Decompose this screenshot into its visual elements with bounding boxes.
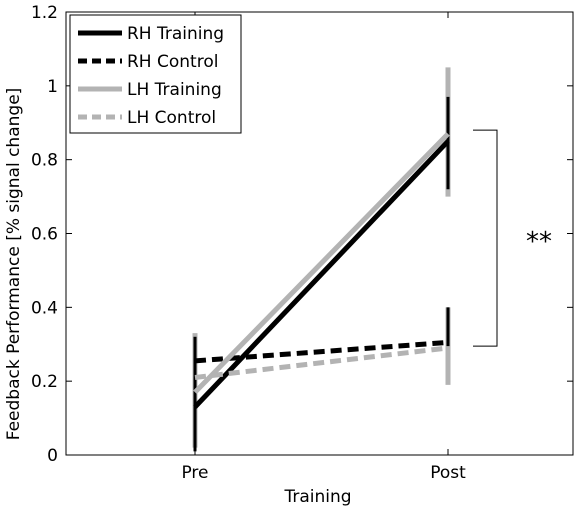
legend-label-lh-training: LH Training [127, 80, 222, 100]
significance-label: ** [526, 227, 552, 257]
axes [65, 11, 574, 456]
series-line-rh-training [193, 139, 450, 409]
series-lines [193, 132, 450, 409]
y-tick-label: 0.4 [31, 298, 58, 318]
x-tick-label: Post [430, 463, 466, 483]
legend-label-rh-control: RH Control [127, 52, 218, 72]
series-line-lh-training [193, 132, 450, 394]
tick-labels: 0 0.2 0.4 0.6 0.8 1 1.2 Pre Post [31, 3, 466, 483]
y-tick-label: 0.8 [31, 151, 58, 171]
significance-bracket [473, 129, 498, 347]
series-line-lh-control [194, 345, 449, 380]
significance-annotation: ** [473, 129, 552, 347]
y-axis-label: Feedback Performance [% signal change] [4, 88, 24, 441]
y-tick-label: 0.2 [31, 372, 58, 392]
legend-label-lh-control: LH Control [127, 108, 216, 128]
legend-label-rh-training: RH Training [127, 24, 224, 44]
y-tick-label: 1.2 [31, 3, 58, 23]
series-line-rh-control [194, 339, 449, 364]
y-tick-label: 0.6 [31, 225, 58, 245]
legend: RH Training RH Control LH Training LH Contr… [69, 14, 242, 134]
x-tick-label: Pre [181, 463, 208, 483]
x-axis-label: Training [283, 487, 351, 507]
y-tick-label: 1 [47, 77, 58, 97]
y-tick-label: 0 [47, 446, 58, 466]
